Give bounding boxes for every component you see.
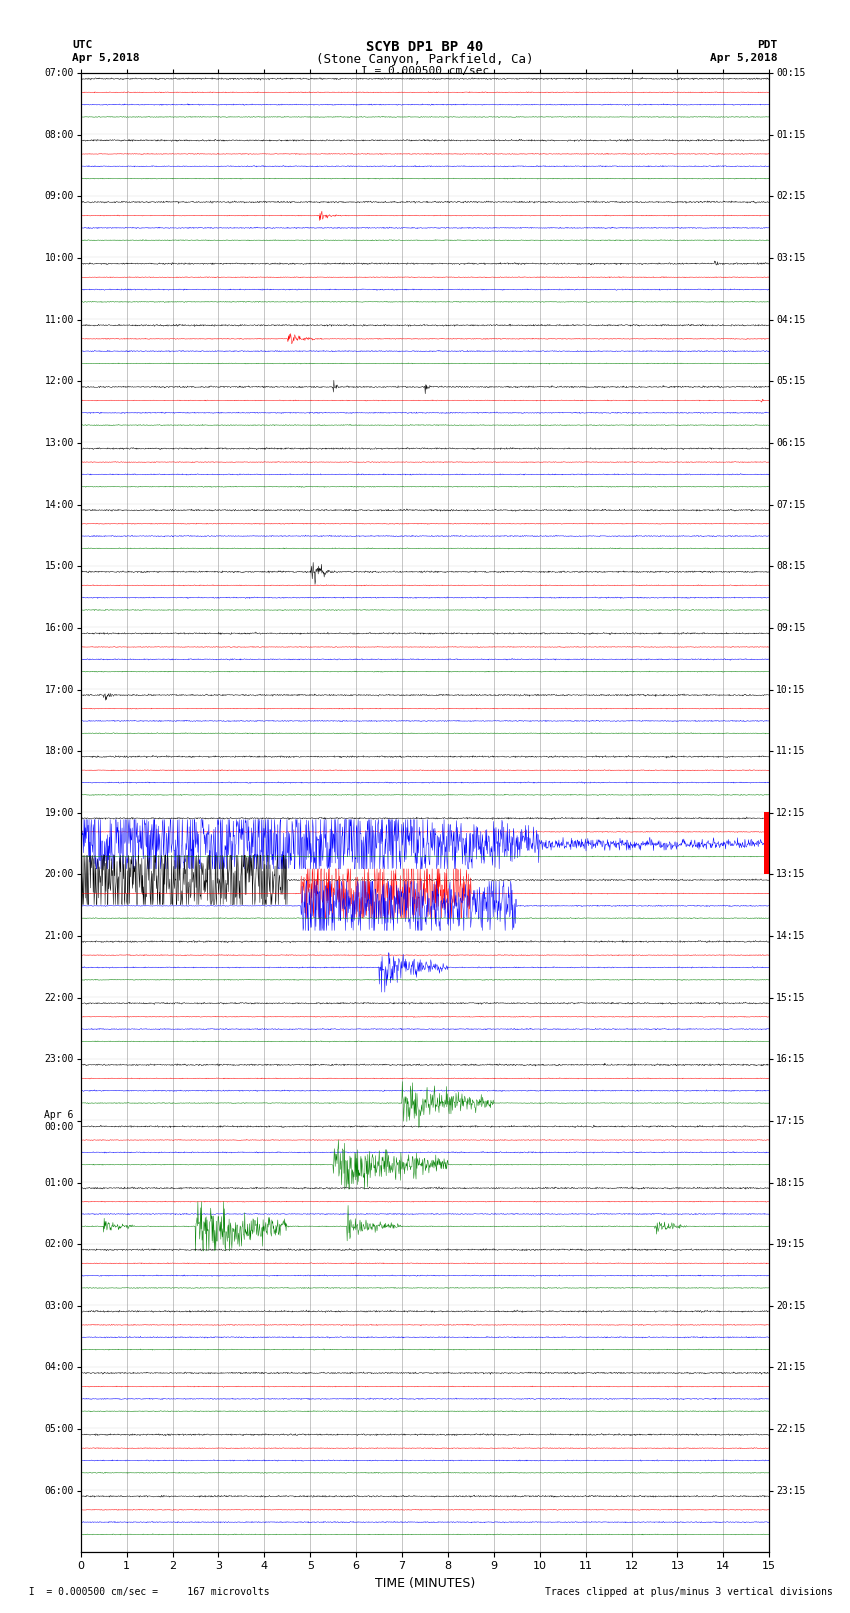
Text: Apr 5,2018: Apr 5,2018 xyxy=(711,53,778,63)
Text: I = 0.000500 cm/sec: I = 0.000500 cm/sec xyxy=(361,66,489,76)
Text: (Stone Canyon, Parkfield, Ca): (Stone Canyon, Parkfield, Ca) xyxy=(316,53,534,66)
Text: I  = 0.000500 cm/sec =     167 microvolts: I = 0.000500 cm/sec = 167 microvolts xyxy=(17,1587,269,1597)
Text: UTC: UTC xyxy=(72,40,93,50)
Text: Apr 5,2018: Apr 5,2018 xyxy=(72,53,139,63)
Text: Traces clipped at plus/minus 3 vertical divisions: Traces clipped at plus/minus 3 vertical … xyxy=(545,1587,833,1597)
Bar xyxy=(764,811,769,874)
Text: PDT: PDT xyxy=(757,40,778,50)
Text: SCYB DP1 BP 40: SCYB DP1 BP 40 xyxy=(366,40,484,55)
X-axis label: TIME (MINUTES): TIME (MINUTES) xyxy=(375,1578,475,1590)
